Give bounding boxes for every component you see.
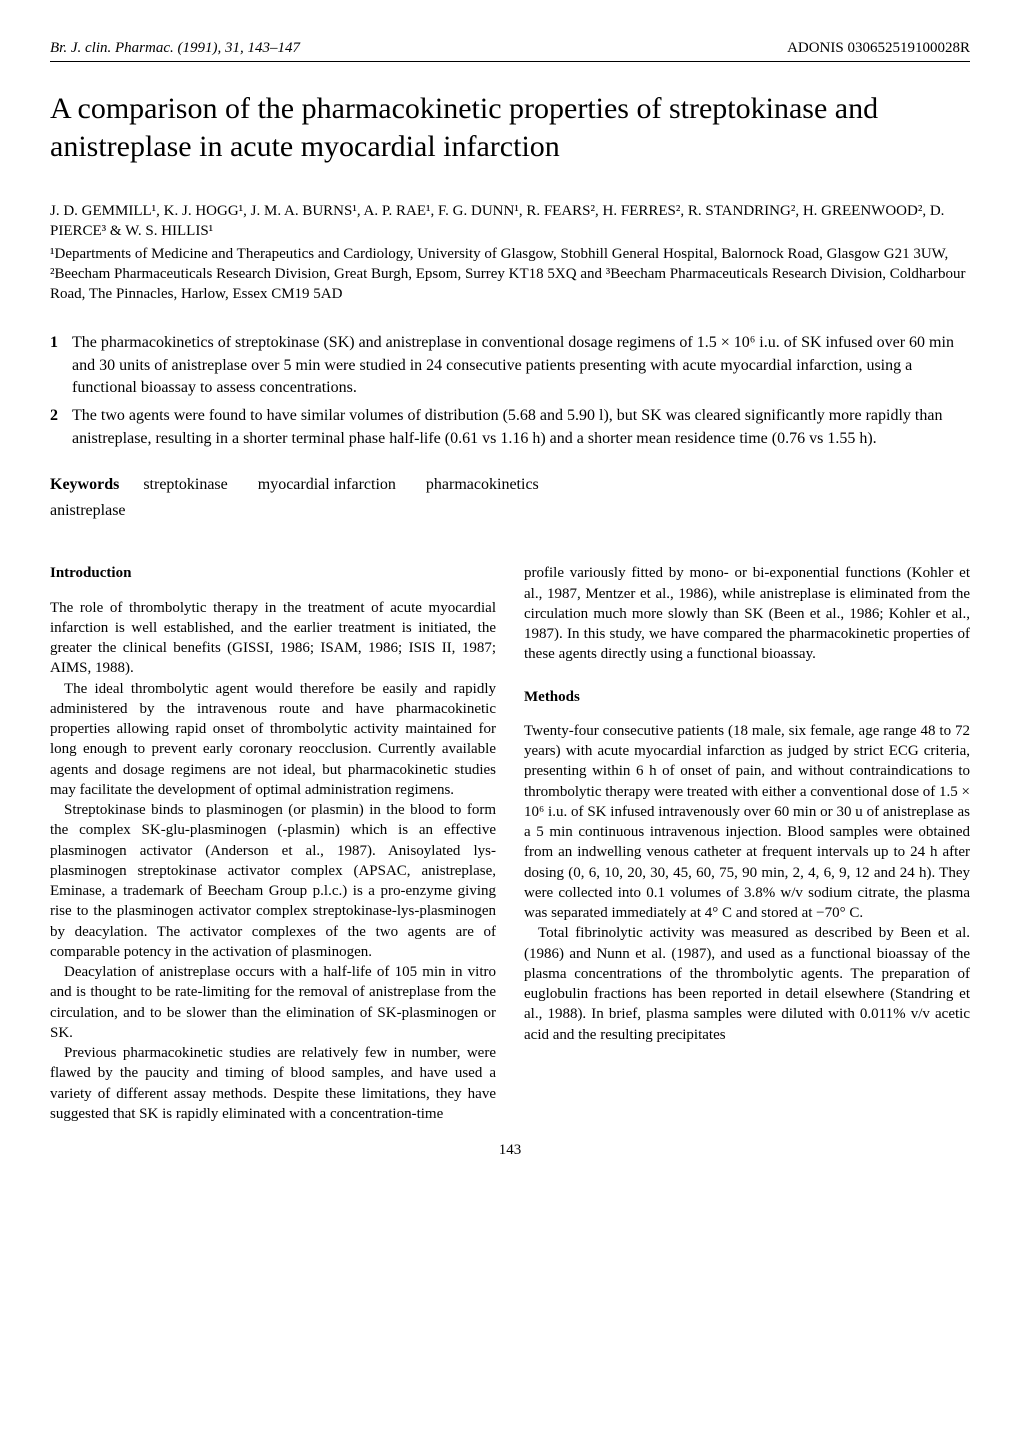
methods-heading: Methods — [524, 687, 970, 707]
introduction-heading: Introduction — [50, 563, 496, 583]
keywords: Keywords streptokinase myocardial infarc… — [50, 472, 970, 523]
paragraph: The role of thrombolytic therapy in the … — [50, 598, 496, 679]
author-list: J. D. GEMMILL¹, K. J. HOGG¹, J. M. A. BU… — [50, 201, 970, 242]
abstract-text: The two agents were found to have simila… — [72, 405, 970, 450]
paragraph: Previous pharmacokinetic studies are rel… — [50, 1043, 496, 1124]
paragraph: Twenty-four consecutive patients (18 mal… — [524, 721, 970, 924]
right-column: profile variously fitted by mono- or bi-… — [524, 563, 970, 1124]
affiliations: ¹Departments of Medicine and Therapeutic… — [50, 244, 970, 305]
abstract: 1 The pharmacokinetics of streptokinase … — [50, 332, 970, 450]
keyword: pharmacokinetics — [426, 476, 539, 493]
abstract-point: 2 The two agents were found to have simi… — [50, 405, 970, 450]
keywords-label: Keywords — [50, 476, 119, 493]
paragraph: Total fibrinolytic activity was measured… — [524, 923, 970, 1045]
document-code: ADONIS 030652519100028R — [787, 40, 970, 57]
keyword: anistreplase — [50, 502, 126, 519]
abstract-number: 1 — [50, 332, 72, 399]
paragraph: profile variously fitted by mono- or bi-… — [524, 563, 970, 664]
running-header: Br. J. clin. Pharmac. (1991), 31, 143–14… — [50, 40, 970, 57]
paragraph: Streptokinase binds to plasminogen (or p… — [50, 800, 496, 962]
keyword: streptokinase — [143, 476, 227, 493]
abstract-point: 1 The pharmacokinetics of streptokinase … — [50, 332, 970, 399]
paragraph: The ideal thrombolytic agent would there… — [50, 679, 496, 801]
page-number: 143 — [50, 1142, 970, 1159]
journal-citation: Br. J. clin. Pharmac. (1991), 31, 143–14… — [50, 40, 300, 57]
abstract-number: 2 — [50, 405, 72, 450]
abstract-text: The pharmacokinetics of streptokinase (S… — [72, 332, 970, 399]
left-column: Introduction The role of thrombolytic th… — [50, 563, 496, 1124]
header-rule — [50, 61, 970, 62]
body-columns: Introduction The role of thrombolytic th… — [50, 563, 970, 1124]
keyword: myocardial infarction — [258, 476, 396, 493]
article-title: A comparison of the pharmacokinetic prop… — [50, 90, 970, 165]
paragraph: Deacylation of anistreplase occurs with … — [50, 962, 496, 1043]
